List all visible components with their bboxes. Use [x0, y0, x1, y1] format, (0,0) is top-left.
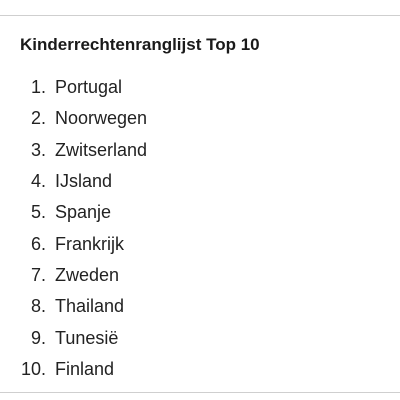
list-item: 2. Noorwegen [20, 103, 390, 134]
country-name: IJsland [55, 171, 113, 192]
country-name: Portugal [55, 77, 123, 98]
country-name: Tunesië [55, 327, 119, 348]
rank-number: 7. [30, 264, 46, 285]
country-name: Zweden [55, 264, 120, 285]
rank-number: 9. [30, 327, 46, 348]
list-item: 4. IJsland [20, 166, 390, 197]
list-item: 1. Portugal [20, 72, 390, 103]
list-item: 3. Zwitserland [20, 135, 390, 166]
top-divider [0, 15, 400, 16]
list-item: 6. Frankrijk [20, 228, 390, 259]
list-item: 10. Finland [20, 354, 390, 385]
country-name: Noorwegen [55, 108, 148, 129]
list-item: 8. Thailand [20, 291, 390, 322]
rank-number: 4. [30, 171, 46, 192]
bottom-divider [0, 392, 400, 393]
country-name: Thailand [55, 296, 125, 317]
ranking-card: Kinderrechtenranglijst Top 10 1. Portuga… [20, 34, 390, 385]
rank-number: 1. [30, 77, 46, 98]
list-item: 7. Zweden [20, 260, 390, 291]
list-item: 9. Tunesië [20, 322, 390, 353]
rank-number: 8. [30, 296, 46, 317]
list-title: Kinderrechtenranglijst Top 10 [20, 35, 260, 54]
rank-number: 6. [30, 233, 46, 254]
rank-number: 3. [30, 139, 46, 160]
rank-number: 2. [30, 108, 46, 129]
country-name: Finland [55, 358, 115, 379]
list-item: 5. Spanje [20, 197, 390, 228]
country-name: Zwitserland [55, 139, 148, 160]
ranking-list: 1. Portugal 2. Noorwegen 3. Zwitserland … [20, 72, 390, 385]
rank-number: 5. [30, 202, 46, 223]
rank-number: 10. [20, 358, 46, 379]
country-name: Spanje [55, 202, 112, 223]
country-name: Frankrijk [55, 233, 125, 254]
